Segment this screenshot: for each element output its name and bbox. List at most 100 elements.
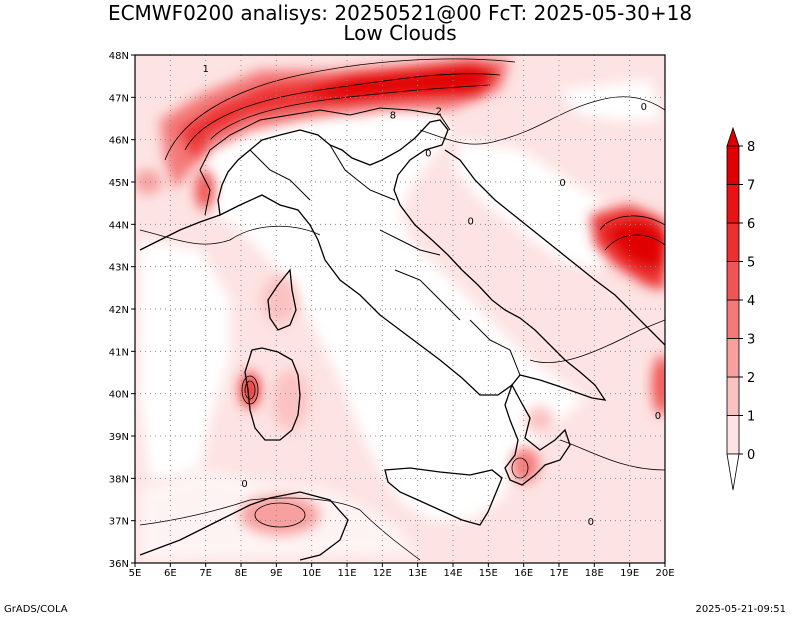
y-tick-label: 41N	[109, 347, 129, 358]
contour-line	[139, 497, 421, 561]
x-tick-label: 11E	[337, 568, 356, 579]
axis-labels: 5E 6E 7E 8E 9E 10E 11E 12E 13E 14E 15E 16E 17E 18E 19E…	[109, 51, 675, 579]
calabria-cloud	[511, 447, 539, 483]
y-tick-label: 38N	[109, 474, 129, 485]
colorbar-segment	[726, 338, 740, 378]
x-tick-label: 12E	[373, 568, 392, 579]
x-tick-label: 8E	[235, 568, 248, 579]
calabria-north-cloud	[526, 406, 554, 434]
colorbar-bottom-arrow	[726, 453, 740, 491]
sardinia-cloud	[240, 372, 260, 408]
x-tick-label: 20E	[655, 568, 674, 579]
coastlines	[139, 119, 665, 561]
y-tick-label: 45N	[109, 178, 129, 189]
x-tick-label: 16E	[514, 568, 533, 579]
x-tick-label: 6E	[164, 568, 177, 579]
sardinia-coastline	[244, 347, 301, 441]
contour-line	[209, 84, 491, 141]
croatia-coastline	[444, 149, 665, 346]
contour-line	[244, 380, 256, 400]
region-border	[469, 319, 521, 376]
x-tick-label: 18E	[585, 568, 604, 579]
x-tick-label: 10E	[302, 568, 321, 579]
contour-label: 0	[559, 178, 565, 189]
contour-label: 0	[425, 149, 431, 160]
contour-line	[529, 319, 665, 364]
provence-cloud	[135, 170, 162, 194]
contour-label: 8	[390, 111, 396, 122]
colorbar-label: 2	[747, 371, 755, 386]
france-coastline	[139, 214, 221, 251]
y-tick-label: 47N	[109, 93, 129, 104]
colorbar-segment	[726, 261, 740, 301]
sardinia-east-cloud	[272, 370, 308, 430]
region-border	[249, 149, 311, 201]
contour-label: 0	[655, 411, 661, 422]
contour-label: 2	[436, 106, 442, 117]
y-tick-label: 48N	[109, 51, 129, 62]
colorbar-label: 5	[747, 256, 755, 271]
x-tick-label: 7E	[199, 568, 212, 579]
ligurian-cloud	[195, 170, 215, 210]
clear-area-adriatic	[455, 140, 620, 270]
x-tick-label: 15E	[479, 568, 498, 579]
y-tick-label: 40N	[109, 390, 129, 401]
x-tick-label: 5E	[129, 568, 142, 579]
clear-area-northeast	[560, 80, 662, 120]
colorbar-label: 8	[747, 140, 755, 155]
x-tick-label: 17E	[549, 568, 568, 579]
contour-line	[419, 96, 665, 145]
colorbar-label: 4	[747, 294, 755, 309]
region-border	[394, 269, 461, 321]
colorbar-label: 3	[747, 333, 755, 348]
clear-area-italy	[205, 108, 585, 520]
x-tick-label: 14E	[443, 568, 462, 579]
colorbar-segment	[726, 145, 740, 185]
x-tick-label: 9E	[270, 568, 283, 579]
colorbar-segment	[726, 222, 740, 262]
contour-line	[164, 58, 516, 161]
africa-coastline	[139, 491, 349, 561]
contour-label: 1	[202, 64, 208, 75]
cloud-field	[135, 55, 665, 563]
y-tick-label: 42N	[109, 305, 129, 316]
colorbar-segment	[726, 376, 740, 416]
contour-line	[184, 73, 501, 151]
region-border	[379, 229, 441, 256]
y-tick-label: 43N	[109, 263, 129, 274]
greece-cloud	[652, 355, 665, 415]
colorbar-segment	[726, 299, 740, 339]
contour-lines	[139, 58, 665, 561]
colorbar-segment	[726, 415, 740, 455]
contour-line	[139, 225, 321, 245]
footer-timestamp: 2025-05-21-09:51	[695, 604, 786, 615]
colorbar-top-arrow	[726, 126, 740, 147]
y-tick-label: 46N	[109, 136, 129, 147]
contour-line	[604, 234, 665, 251]
map-subtitle: Low Clouds	[343, 21, 457, 45]
alpine-border	[199, 107, 451, 216]
y-tick-label: 37N	[109, 517, 129, 528]
colorbar-label: 1	[747, 410, 755, 425]
contour-labels: 0 0 0 0 0 0 0 1 8 2	[202, 64, 661, 528]
colorbar-label: 7	[747, 179, 755, 194]
contour-label: 0	[641, 102, 647, 113]
corsica-cloud	[262, 275, 298, 325]
footer-credit: GrADS/COLA	[4, 604, 68, 615]
map-grid	[135, 55, 665, 563]
x-tick-label: 19E	[620, 568, 639, 579]
tunisia-cloud	[240, 495, 320, 535]
map-title: ECMWF0200 analisys: 20250521@00 FcT: 202…	[107, 1, 693, 25]
contour-label: 0	[588, 517, 594, 528]
clear-area-west-sea	[140, 240, 230, 480]
y-tick-label: 44N	[109, 220, 129, 231]
contour-line	[599, 215, 665, 231]
x-tick-label: 13E	[408, 568, 427, 579]
colorbar-label: 6	[747, 217, 755, 232]
balkan-cloud-core	[605, 220, 665, 270]
alps-cloud-level-8	[300, 68, 495, 98]
colorbar-label: 0	[747, 448, 755, 463]
sicily-coastline	[384, 467, 503, 526]
colorbar: 0 1 2 3 4 5 6 7 8	[726, 126, 755, 491]
